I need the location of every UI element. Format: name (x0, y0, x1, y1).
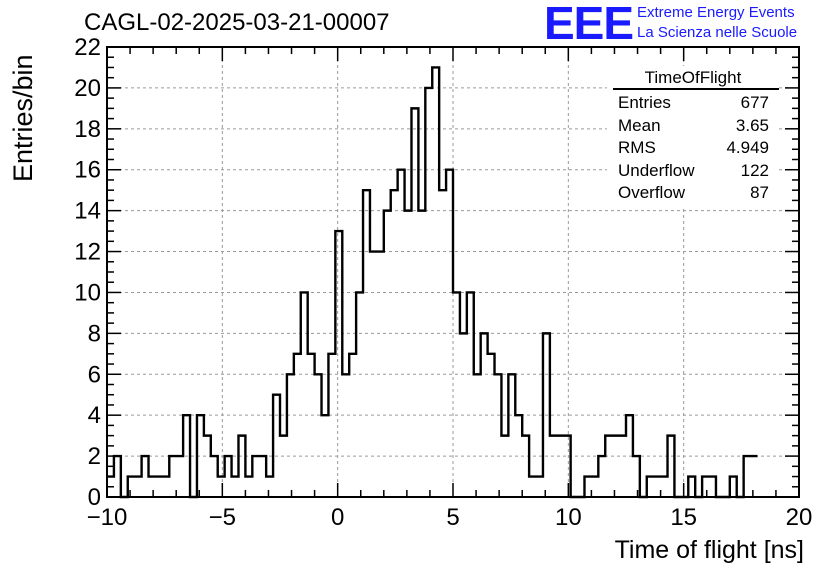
stats-row-entries: Entries 677 (618, 93, 769, 115)
stats-label: Underflow (618, 161, 695, 180)
stats-label: Overflow (618, 183, 686, 202)
stats-row-rms: RMS 4.949 (618, 138, 769, 160)
x-tick-label: −10 (87, 504, 128, 531)
x-tick-label: 5 (446, 504, 459, 531)
stats-row-mean: Mean 3.65 (618, 116, 769, 138)
y-tick-label: 12 (74, 239, 101, 266)
stats-label: RMS (618, 138, 656, 157)
x-tick-label: 15 (670, 504, 697, 531)
stats-value: 677 (740, 93, 769, 112)
y-tick-label: 8 (88, 320, 101, 347)
histogram-line (107, 66, 758, 499)
eee-logo: EEE (544, 0, 634, 49)
x-tick-label: 10 (555, 504, 582, 531)
y-axis-label: Entries/bin (8, 54, 38, 182)
y-tick-label: 20 (74, 75, 101, 102)
stats-value: 3.65 (735, 116, 769, 135)
stats-box: TimeOfFlight Entries 677 Mean 3.65 RMS 4… (607, 66, 779, 208)
x-axis-label: Time of flight [ns] (614, 536, 804, 564)
y-tick-label: 18 (74, 116, 101, 143)
stats-row-underflow: Underflow 122 (618, 161, 769, 183)
stats-title: TimeOfFlight (644, 68, 742, 87)
stats-label: Entries (618, 93, 671, 112)
logo-line-2: La Scienza nelle Scuole (637, 24, 798, 41)
y-tick-label: 0 (88, 484, 101, 511)
y-tick-label: 10 (74, 279, 101, 306)
x-tick-label: −5 (209, 504, 236, 531)
y-tick-label: 4 (88, 402, 101, 429)
x-tick-label: 20 (786, 504, 813, 531)
y-tick-label: 22 (74, 34, 101, 61)
y-tick-label: 2 (88, 443, 101, 470)
run-title: CAGL-02-2025-03-21-00007 (84, 9, 390, 36)
x-tick-label: 0 (331, 504, 344, 531)
logo-line-1: Extreme Energy Events (637, 4, 795, 21)
stats-divider (613, 88, 779, 90)
y-tick-label: 16 (74, 157, 101, 184)
y-tick-label: 14 (74, 198, 101, 225)
y-tick-label: 6 (88, 361, 101, 388)
stats-row-overflow: Overflow 87 (618, 183, 769, 205)
stats-value: 122 (740, 161, 769, 180)
stats-value: 87 (750, 183, 769, 202)
stats-label: Mean (618, 116, 661, 135)
stats-value: 4.949 (726, 138, 769, 157)
